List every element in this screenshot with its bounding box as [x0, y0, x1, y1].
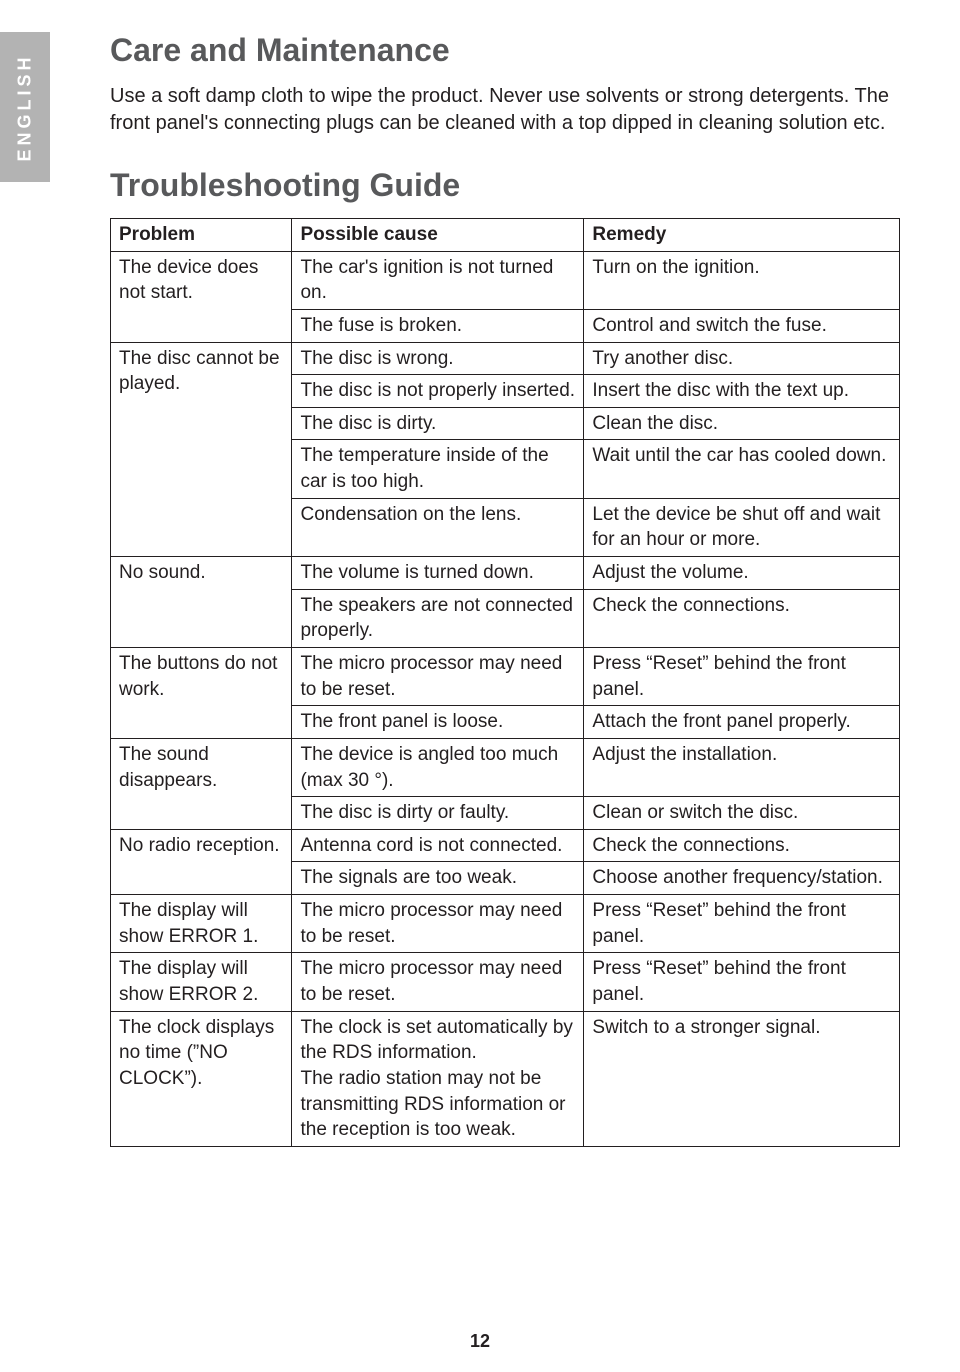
table-row: The buttons do not work.The micro proces… [111, 647, 900, 705]
table-header-row: Problem Possible cause Remedy [111, 219, 900, 252]
table-row: No sound.The volume is turned down.Adjus… [111, 557, 900, 590]
troubleshooting-table: Problem Possible cause Remedy The device… [110, 218, 900, 1147]
cell-problem: The buttons do not work. [111, 647, 292, 738]
cell-cause: Condensation on the lens. [292, 498, 584, 556]
cell-remedy: Check the connections. [584, 829, 900, 862]
cell-cause: The disc is wrong. [292, 342, 584, 375]
table-row: The disc cannot be played.The disc is wr… [111, 342, 900, 375]
page-number: 12 [0, 1331, 960, 1352]
table-row: No radio reception.Antenna cord is not c… [111, 829, 900, 862]
table-row: The display will show ERROR 1.The micro … [111, 895, 900, 953]
col-header-remedy: Remedy [584, 219, 900, 252]
cell-cause: The volume is turned down. [292, 557, 584, 590]
cell-remedy: Choose another frequency/station. [584, 862, 900, 895]
cell-remedy: Clean the disc. [584, 407, 900, 440]
table-row: The sound disappears.The device is angle… [111, 738, 900, 796]
cell-cause: The car's ignition is not turned on. [292, 251, 584, 309]
cell-cause: The disc is dirty. [292, 407, 584, 440]
section-heading-care: Care and Maintenance [110, 32, 900, 69]
section-heading-troubleshooting: Troubleshooting Guide [110, 167, 900, 204]
cell-problem: The display will show ERROR 1. [111, 895, 292, 953]
cell-remedy: Press “Reset” behind the front panel. [584, 895, 900, 953]
cell-problem: No radio reception. [111, 829, 292, 894]
cell-problem: No sound. [111, 557, 292, 648]
cell-remedy: Switch to a stronger signal. [584, 1011, 900, 1146]
cell-cause: Antenna cord is not con­nected. [292, 829, 584, 862]
cell-remedy: Adjust the volume. [584, 557, 900, 590]
cell-remedy: Adjust the installation. [584, 738, 900, 796]
cell-problem: The display will show ERROR 2. [111, 953, 292, 1011]
cell-cause: The disc is not properly inserted. [292, 375, 584, 408]
cell-remedy: Clean or switch the disc. [584, 797, 900, 830]
cell-remedy: Insert the disc with the text up. [584, 375, 900, 408]
cell-cause: The disc is dirty or faulty. [292, 797, 584, 830]
cell-cause: The temperature inside of the car is too… [292, 440, 584, 498]
cell-remedy: Check the connections. [584, 589, 900, 647]
cell-problem: The sound disappears. [111, 738, 292, 829]
cell-remedy: Turn on the ignition. [584, 251, 900, 309]
cell-cause: The micro processor may need to be reset… [292, 953, 584, 1011]
cell-cause: The speakers are not con­nected properly… [292, 589, 584, 647]
cell-remedy: Control and switch the fuse. [584, 309, 900, 342]
col-header-problem: Problem [111, 219, 292, 252]
page-content: Care and Maintenance Use a soft damp clo… [110, 32, 900, 1147]
cell-cause: The front panel is loose. [292, 706, 584, 739]
col-header-cause: Possible cause [292, 219, 584, 252]
cell-problem: The disc cannot be played. [111, 342, 292, 556]
cell-remedy: Wait until the car has cooled down. [584, 440, 900, 498]
cell-remedy: Press “Reset” behind the front panel. [584, 647, 900, 705]
cell-cause: The micro processor may need to be reset… [292, 647, 584, 705]
table-body: The device does not start.The car's igni… [111, 251, 900, 1146]
cell-cause: The signals are too weak. [292, 862, 584, 895]
table-row: The display will show ERROR 2.The micro … [111, 953, 900, 1011]
cell-problem: The device does not start. [111, 251, 292, 342]
language-tab: ENGLISH [0, 32, 50, 182]
cell-remedy: Try another disc. [584, 342, 900, 375]
cell-remedy: Let the device be shut off and wait for … [584, 498, 900, 556]
table-row: The device does not start.The car's igni… [111, 251, 900, 309]
cell-cause: The fuse is broken. [292, 309, 584, 342]
cell-problem: The clock dis­plays no time (”NO CLOCK”)… [111, 1011, 292, 1146]
cell-cause: The device is angled too much (max 30 °)… [292, 738, 584, 796]
table-row: The clock dis­plays no time (”NO CLOCK”)… [111, 1011, 900, 1146]
care-paragraph: Use a soft damp cloth to wipe the produc… [110, 83, 900, 137]
cell-remedy: Press “Reset” behind the front panel. [584, 953, 900, 1011]
language-tab-label: ENGLISH [15, 53, 36, 161]
cell-remedy: Attach the front panel properly. [584, 706, 900, 739]
cell-cause: The micro processor may need to be reset… [292, 895, 584, 953]
cell-cause: The clock is set automati­cally by the R… [292, 1011, 584, 1146]
